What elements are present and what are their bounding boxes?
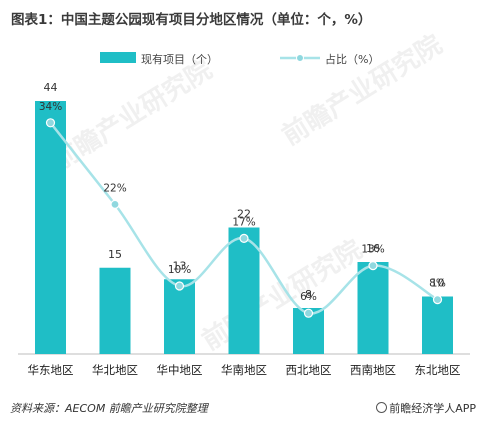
bar-value-label: 16 bbox=[366, 242, 380, 255]
chart-title: 图表1：中国主题公园现有项目分地区情况（单位：个，%） bbox=[11, 12, 372, 28]
x-tick-label: 华北地区 bbox=[92, 363, 138, 377]
share-value-label: 17% bbox=[232, 216, 255, 228]
bar-value-label: 10 bbox=[431, 277, 445, 290]
bar bbox=[99, 267, 131, 354]
share-point bbox=[368, 261, 378, 271]
legend-bar-swatch bbox=[100, 52, 136, 63]
bar bbox=[357, 262, 389, 354]
x-tick-label: 西北地区 bbox=[286, 363, 332, 377]
share-point bbox=[174, 281, 185, 291]
legend-line-label: 占比（%） bbox=[325, 53, 380, 66]
source-note: 资料来源：AECOM 前瞻产业研究院整理 bbox=[10, 402, 208, 415]
x-tick-label: 华中地区 bbox=[157, 363, 203, 377]
footer: 资料来源：AECOM 前瞻产业研究院整理 前瞻经济学人APP bbox=[10, 400, 476, 418]
share-point bbox=[432, 295, 443, 305]
share-value-label: 6% bbox=[300, 291, 317, 303]
brand-credit: 前瞻经济学人APP bbox=[376, 400, 476, 416]
bar-value-label: 8 bbox=[305, 288, 312, 301]
bar bbox=[164, 279, 195, 354]
legend-bar-label: 现有项目（个） bbox=[141, 53, 218, 66]
bar-value-label: 44 bbox=[44, 81, 58, 94]
share-point bbox=[110, 199, 120, 209]
share-value-label: 8% bbox=[429, 278, 446, 290]
brand-name: 前瞻经济学人APP bbox=[389, 402, 476, 415]
legend: 现有项目（个） 占比（%） bbox=[0, 48, 486, 68]
brand-logo-icon bbox=[376, 402, 388, 413]
share-point bbox=[45, 118, 56, 128]
bar-value-label: 13 bbox=[173, 259, 187, 272]
share-value-label: 34% bbox=[39, 101, 62, 113]
x-tick-label: 西南地区 bbox=[350, 363, 396, 377]
x-tick-label: 东北地区 bbox=[415, 363, 461, 377]
share-point bbox=[303, 308, 314, 318]
legend-line-swatch bbox=[280, 54, 320, 62]
bar-value-label: 22 bbox=[237, 208, 251, 221]
bar-value-label: 15 bbox=[108, 248, 122, 261]
bar bbox=[35, 101, 66, 354]
share-point bbox=[239, 233, 249, 243]
x-tick-label: 华南地区 bbox=[221, 363, 267, 377]
x-tick-label: 华东地区 bbox=[28, 363, 74, 377]
share-value-label: 13% bbox=[361, 244, 384, 256]
bar bbox=[422, 296, 453, 354]
share-value-label: 22% bbox=[103, 182, 126, 194]
bar bbox=[228, 227, 260, 354]
share-value-label: 10% bbox=[168, 264, 191, 276]
